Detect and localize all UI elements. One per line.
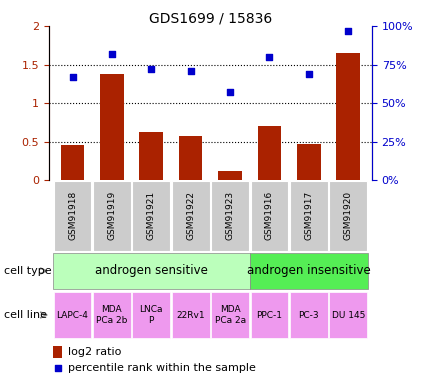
- Bar: [172, 292, 210, 338]
- Point: [69, 74, 76, 80]
- Point: [148, 66, 155, 72]
- Bar: [329, 292, 367, 338]
- Text: GSM91917: GSM91917: [304, 191, 313, 240]
- Text: LAPC-4: LAPC-4: [57, 310, 88, 320]
- Bar: [211, 181, 249, 250]
- Point: [54, 365, 61, 371]
- Text: androgen sensitive: androgen sensitive: [95, 264, 208, 278]
- Bar: [297, 144, 321, 180]
- Bar: [93, 292, 131, 338]
- Bar: [251, 181, 289, 250]
- Text: 22Rv1: 22Rv1: [176, 310, 205, 320]
- Bar: [337, 53, 360, 180]
- Text: MDA
PCa 2b: MDA PCa 2b: [96, 305, 127, 325]
- Text: cell type: cell type: [4, 266, 52, 276]
- Text: androgen insensitive: androgen insensitive: [247, 264, 371, 278]
- Point: [108, 51, 115, 57]
- Bar: [139, 132, 163, 180]
- Bar: [258, 126, 281, 180]
- Bar: [290, 181, 328, 250]
- Bar: [54, 346, 62, 358]
- Bar: [61, 145, 84, 180]
- Text: log2 ratio: log2 ratio: [68, 347, 121, 357]
- Point: [227, 89, 233, 95]
- Bar: [211, 292, 249, 338]
- Text: PPC-1: PPC-1: [256, 310, 283, 320]
- Bar: [100, 74, 124, 180]
- Bar: [93, 181, 131, 250]
- Text: GSM91918: GSM91918: [68, 191, 77, 240]
- Text: GSM91922: GSM91922: [186, 191, 195, 240]
- Bar: [54, 181, 91, 250]
- Text: percentile rank within the sample: percentile rank within the sample: [68, 363, 255, 373]
- Text: LNCa
P: LNCa P: [139, 305, 163, 325]
- Point: [266, 54, 273, 60]
- Text: GSM91919: GSM91919: [108, 191, 116, 240]
- Text: GSM91920: GSM91920: [344, 191, 353, 240]
- Text: PC-3: PC-3: [298, 310, 319, 320]
- Bar: [290, 292, 328, 338]
- Text: cell line: cell line: [4, 310, 47, 320]
- Bar: [53, 253, 250, 289]
- Bar: [251, 292, 289, 338]
- Bar: [54, 292, 91, 338]
- Bar: [132, 181, 170, 250]
- Bar: [132, 292, 170, 338]
- Text: DU 145: DU 145: [332, 310, 365, 320]
- Bar: [218, 171, 242, 180]
- Text: GSM91916: GSM91916: [265, 191, 274, 240]
- Point: [345, 28, 351, 34]
- Point: [187, 68, 194, 74]
- Point: [306, 71, 312, 77]
- Text: GSM91923: GSM91923: [226, 191, 235, 240]
- Bar: [250, 253, 368, 289]
- Text: GSM91921: GSM91921: [147, 191, 156, 240]
- Bar: [179, 136, 202, 180]
- Title: GDS1699 / 15836: GDS1699 / 15836: [149, 11, 272, 25]
- Bar: [172, 181, 210, 250]
- Bar: [329, 181, 367, 250]
- Text: MDA
PCa 2a: MDA PCa 2a: [215, 305, 246, 325]
